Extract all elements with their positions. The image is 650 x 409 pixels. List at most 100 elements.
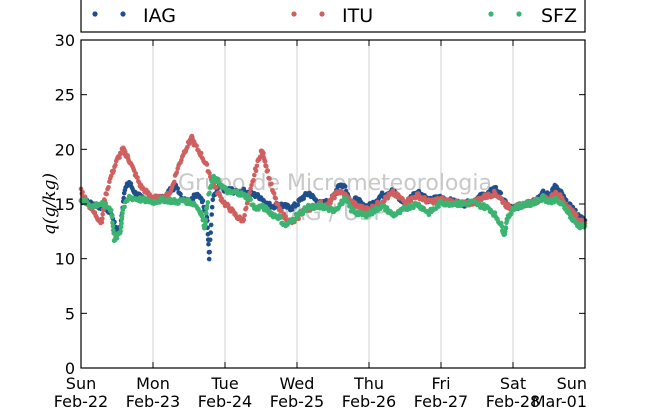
legend-marker [92, 11, 98, 17]
x-tick-label-date: Feb-25 [270, 392, 324, 409]
x-tick-label-day: Sun [557, 374, 587, 393]
legend-box [80, 0, 586, 33]
point [241, 217, 247, 222]
point [104, 191, 109, 197]
x-tick-label-day: Mon [136, 374, 170, 393]
point [249, 183, 254, 188]
point [219, 196, 224, 201]
point [175, 186, 180, 191]
x-tick-label-date: Feb-23 [126, 392, 180, 409]
point [135, 175, 140, 180]
x-tick-label-date: Feb-27 [414, 392, 468, 409]
legend-entry-itu: ITU [291, 5, 373, 27]
y-axis-label: q(g/kg) [40, 173, 60, 235]
x-tick-label-day: Wed [280, 374, 315, 393]
point [118, 224, 124, 230]
point [342, 184, 348, 189]
x-tick-label-day: Fri [431, 374, 450, 393]
point [253, 168, 259, 174]
y-tick-label: 10 [55, 250, 75, 269]
point [203, 220, 208, 226]
point [267, 176, 272, 181]
x-tick-label-date: Mar-01 [532, 392, 587, 409]
point [332, 195, 337, 201]
x-tick-label-date: Feb-28 [486, 392, 540, 409]
point [110, 220, 115, 226]
point [178, 191, 183, 197]
x-tick-label-day: Thu [353, 374, 384, 393]
point [106, 185, 111, 190]
point [194, 143, 199, 148]
x-tick-label-date: Feb-22 [54, 392, 108, 409]
point [100, 211, 105, 217]
point [271, 191, 277, 196]
point [118, 229, 123, 234]
legend-marker [516, 11, 522, 17]
point [242, 213, 247, 218]
point [111, 168, 116, 173]
point [509, 211, 514, 217]
point [574, 212, 579, 218]
point [273, 196, 279, 201]
point [203, 217, 209, 223]
point [499, 196, 505, 202]
point [248, 197, 253, 202]
point [210, 197, 216, 203]
point [113, 162, 118, 168]
y-tick-label: 0 [65, 359, 75, 378]
point [133, 171, 139, 176]
point [244, 205, 249, 211]
point [204, 162, 210, 167]
legend-label: IAG [143, 5, 176, 27]
point [107, 179, 112, 184]
point [100, 216, 105, 221]
point [207, 237, 213, 243]
point [207, 249, 212, 255]
point [207, 190, 212, 196]
point [262, 159, 268, 164]
y-tick-label: 5 [65, 304, 75, 323]
series-sfz [78, 173, 588, 244]
point [492, 210, 498, 215]
point [185, 144, 190, 150]
point [499, 223, 505, 229]
point [206, 241, 211, 247]
point [278, 215, 283, 220]
x-tick-label-date: Feb-26 [342, 392, 396, 409]
point [264, 163, 269, 169]
point [426, 212, 432, 218]
legend-entry-iag: IAG [92, 5, 176, 27]
point [397, 210, 403, 216]
point [254, 163, 260, 169]
point [117, 155, 122, 160]
point [205, 200, 211, 205]
point [436, 204, 441, 209]
y-tick-label: 30 [55, 31, 75, 50]
y-tick-label: 20 [55, 140, 75, 159]
point [346, 200, 351, 205]
y-tick-label: 15 [55, 195, 75, 214]
point [172, 179, 177, 185]
point [411, 205, 416, 210]
point [208, 222, 214, 228]
point [209, 212, 214, 217]
legend-marker [319, 11, 325, 17]
point [251, 202, 256, 208]
legend-label: SFZ [541, 5, 577, 27]
legend-marker [120, 11, 126, 17]
point [200, 198, 206, 203]
legend-marker [488, 11, 494, 17]
point [109, 214, 115, 220]
point [119, 214, 125, 219]
point [269, 181, 274, 187]
point [190, 196, 196, 202]
point [208, 183, 214, 189]
x-tick-label-date: Feb-24 [198, 392, 252, 409]
point [198, 209, 204, 215]
point [114, 236, 120, 241]
point [248, 186, 253, 192]
point [128, 181, 134, 186]
point [174, 170, 180, 175]
x-tick-label-day: Sun [66, 374, 96, 393]
